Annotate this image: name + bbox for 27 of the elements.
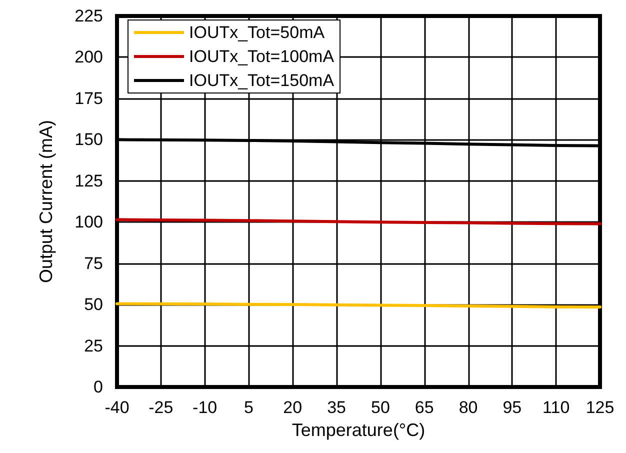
x-tick-label: 110 [542,398,570,417]
x-tick-label: 5 [244,398,254,417]
y-tick-label: 150 [74,130,103,150]
y-tick-label: 175 [74,88,103,108]
legend-label: IOUTx_Tot=50mA [189,23,326,42]
x-tick-label: 65 [414,398,434,417]
x-tick-label: 35 [327,398,346,417]
x-tick-label: 50 [370,398,390,417]
y-axis-title: Output Current (mA) [36,120,56,284]
y-tick-label: 25 [84,336,103,356]
y-tick-label: 225 [74,6,103,26]
y-tick-label: 0 [94,378,103,396]
y-tick-label: 200 [74,48,103,67]
x-tick-label: 125 [586,398,614,417]
y-tick-label: 125 [74,171,103,190]
x-tick-label: -10 [192,398,218,417]
legend-label: IOUTx_Tot=150mA [189,71,335,90]
x-tick-label: -40 [104,398,130,417]
x-tick-label: 80 [458,398,478,417]
x-tick-label: 20 [283,398,302,417]
x-tick-label: -25 [148,398,174,417]
y-tick-label: 50 [84,295,103,314]
legend-label: IOUTx_Tot=100mA [189,47,335,66]
y-tick-label: 75 [84,254,103,273]
x-tick-label: 95 [502,398,522,417]
x-axis-title: Temperature(°C) [292,420,426,440]
y-tick-label: 100 [74,212,103,232]
